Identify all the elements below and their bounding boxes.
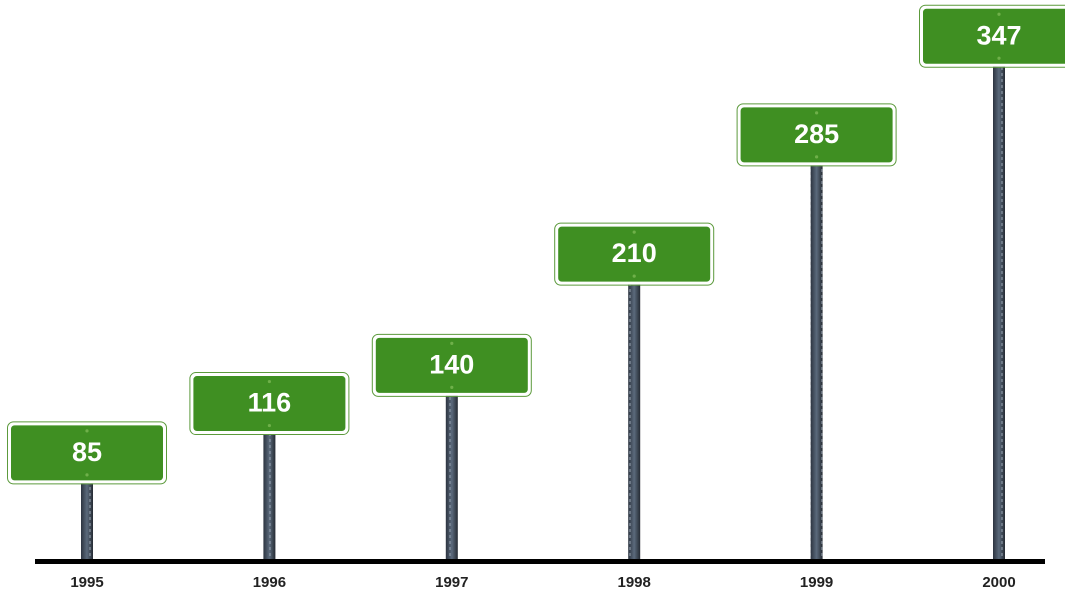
ground-line xyxy=(35,559,1045,564)
post-holes xyxy=(993,36,1005,559)
sign xyxy=(8,422,166,484)
sign-edge xyxy=(554,222,715,286)
value-label: 140 xyxy=(429,350,474,380)
sign-edge xyxy=(371,333,532,397)
value-label: 85 xyxy=(72,437,102,467)
sign xyxy=(920,5,1065,67)
bolt xyxy=(450,341,454,345)
sign-edge xyxy=(919,4,1065,68)
posts xyxy=(81,36,1005,559)
x-tick-label: 2000 xyxy=(982,574,1015,591)
bolt xyxy=(267,423,271,428)
sign xyxy=(737,104,896,166)
post-holes xyxy=(628,254,641,559)
bolt xyxy=(997,56,1001,60)
x-tick-label: 1996 xyxy=(253,574,286,591)
value-label: 116 xyxy=(248,388,292,418)
sign-edge xyxy=(189,372,350,436)
sign xyxy=(372,334,531,396)
bolt xyxy=(267,379,271,384)
value-label: 210 xyxy=(612,238,657,268)
bolt xyxy=(815,111,819,115)
bolt xyxy=(85,473,89,477)
bolt xyxy=(632,274,636,278)
x-tick-label: 1997 xyxy=(435,574,468,591)
value-label: 347 xyxy=(976,20,1021,50)
x-tick-label: 1998 xyxy=(618,574,651,591)
post-holes xyxy=(263,403,276,559)
x-tick-label: 1999 xyxy=(800,574,833,591)
value-label: 285 xyxy=(794,119,839,149)
post-holes xyxy=(445,365,458,559)
bolt xyxy=(632,230,636,234)
sign-edge xyxy=(736,103,897,167)
sign xyxy=(555,223,714,285)
signs: 85 116 140 210 285 347 xyxy=(7,4,1065,485)
bolt xyxy=(450,385,454,389)
post-holes xyxy=(810,134,823,559)
bolt xyxy=(85,429,89,433)
sign xyxy=(190,373,349,435)
bolt xyxy=(997,12,1001,16)
bolt xyxy=(815,155,819,159)
sign-edge xyxy=(7,421,167,485)
x-tick-label: 1995 xyxy=(70,574,103,591)
